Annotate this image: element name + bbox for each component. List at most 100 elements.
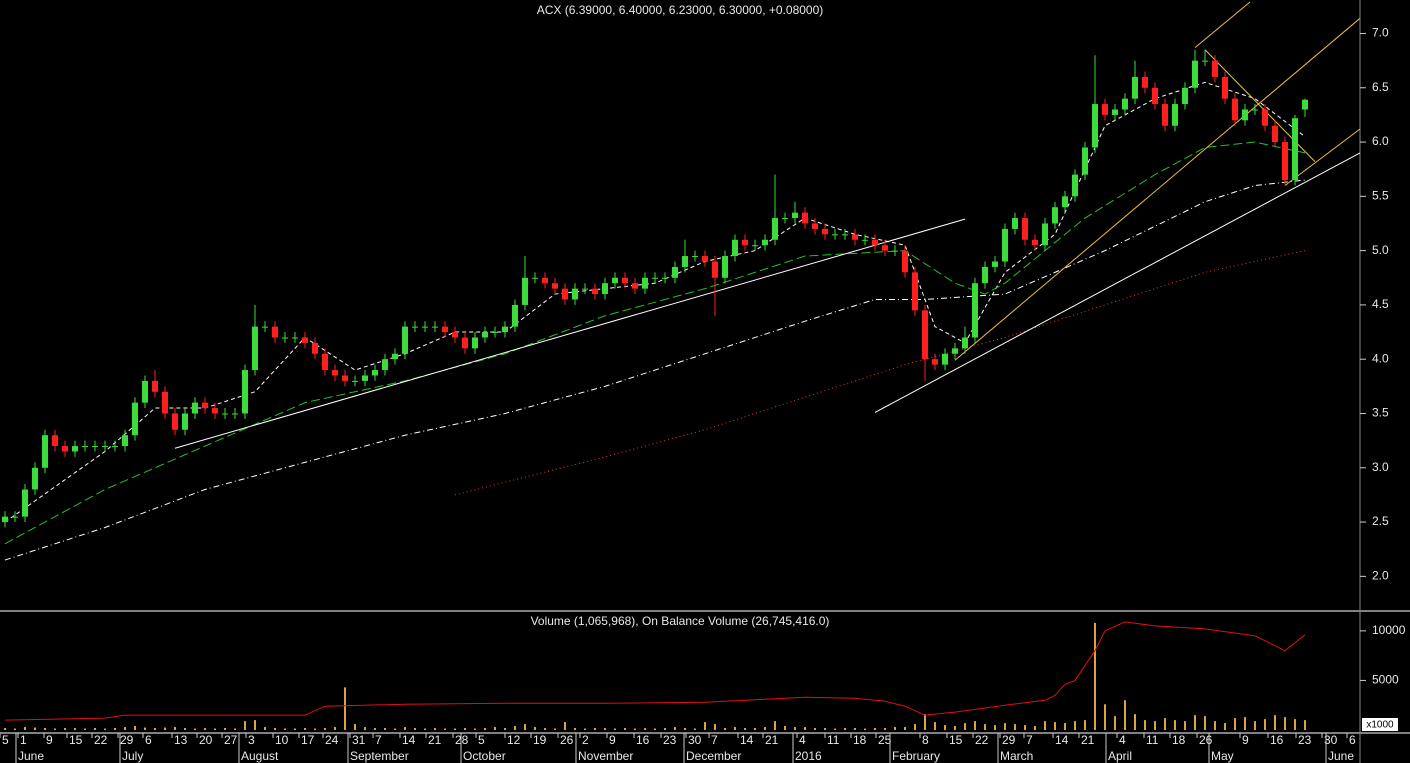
candle-body xyxy=(1182,87,1188,105)
candle-body xyxy=(542,277,548,284)
month-label: November xyxy=(578,749,633,763)
volume-bar xyxy=(1104,704,1106,731)
overlay-line xyxy=(4,179,1306,561)
volume-bar xyxy=(604,728,606,731)
volume-bar xyxy=(974,721,976,731)
candle-body xyxy=(1062,196,1068,208)
x-tick-label: 23 xyxy=(663,733,677,747)
volume-bar xyxy=(1024,725,1026,731)
volume-bar xyxy=(54,728,56,731)
x-tick-label: 21 xyxy=(428,733,442,747)
candle-body xyxy=(912,272,918,311)
y-tick-label: 3.5 xyxy=(1372,406,1389,420)
volume-bar xyxy=(424,728,426,731)
x-tick-label: 26 xyxy=(1199,733,1213,747)
candle-body xyxy=(882,245,888,251)
candle-body xyxy=(1042,223,1048,246)
candle-body xyxy=(612,277,618,284)
candle-body xyxy=(452,332,458,338)
candle-body xyxy=(962,337,968,349)
volume-bar xyxy=(124,727,126,731)
volume-bar xyxy=(1004,723,1006,731)
y-tick-label: 5.5 xyxy=(1372,189,1389,203)
candle-body xyxy=(1112,109,1118,115)
x-tick-label: 6 xyxy=(1349,733,1356,747)
volume-bar xyxy=(24,727,26,731)
candle-body xyxy=(552,283,558,289)
candle-body xyxy=(1272,125,1278,143)
candle-body xyxy=(1082,147,1088,175)
volume-bar xyxy=(804,727,806,731)
volume-bar xyxy=(1124,700,1126,731)
volume-bar xyxy=(294,728,296,731)
volume-bar xyxy=(574,728,576,731)
candle-body xyxy=(822,228,828,235)
candle-body xyxy=(1132,76,1138,99)
candle-body xyxy=(1152,87,1158,105)
candle-body xyxy=(852,234,858,240)
x-tick-label: 21 xyxy=(765,733,779,747)
candle-body xyxy=(402,326,408,354)
volume-bar xyxy=(4,728,6,731)
x-tick-label: 10 xyxy=(275,733,289,747)
candle-body xyxy=(842,234,848,236)
candle-body xyxy=(122,435,128,447)
candle-body xyxy=(762,239,768,246)
candle-body xyxy=(432,326,438,328)
candle-body xyxy=(1222,76,1228,99)
candle-body xyxy=(272,326,278,338)
volume-bar xyxy=(1264,719,1266,731)
x-tick-label: 14 xyxy=(1055,733,1069,747)
volume-bar xyxy=(1244,717,1246,731)
volume-bar xyxy=(1164,718,1166,731)
candle-body xyxy=(182,413,188,430)
volume-bar xyxy=(934,722,936,731)
y-tick-label: 4.0 xyxy=(1372,351,1389,365)
x-tick-label: 19 xyxy=(533,733,547,747)
overlay-line xyxy=(454,250,1306,496)
x-tick-label: 8 xyxy=(922,733,929,747)
candle-body xyxy=(382,359,388,371)
volume-bar xyxy=(354,724,356,731)
volume-bar xyxy=(684,728,686,731)
volume-bar xyxy=(404,727,406,731)
candle-body xyxy=(232,413,238,415)
x-tick-label: 9 xyxy=(46,733,53,747)
volume-bar xyxy=(984,724,986,731)
volume-bar xyxy=(1114,716,1116,731)
volume-bar xyxy=(954,726,956,731)
trend-line xyxy=(1194,1,1251,48)
volume-bar xyxy=(914,724,916,731)
volume-bar xyxy=(624,728,626,731)
x-tick-label: 16 xyxy=(636,733,650,747)
x-tick-label: 7 xyxy=(375,733,382,747)
month-label: March xyxy=(1000,749,1033,763)
volume-bar xyxy=(524,724,526,731)
volume-bar xyxy=(384,728,386,731)
volume-bar xyxy=(544,728,546,731)
volume-bar xyxy=(1224,723,1226,731)
candle-body xyxy=(1202,60,1208,62)
volume-bar xyxy=(334,727,336,731)
volume-bar xyxy=(214,728,216,731)
volume-bar xyxy=(614,728,616,731)
candle-body xyxy=(812,223,818,229)
volume-bar xyxy=(1074,721,1076,731)
volume-bar xyxy=(324,728,326,731)
candle-body xyxy=(1092,104,1098,148)
volume-bar xyxy=(1214,721,1216,731)
candle-body xyxy=(62,446,68,452)
month-label: July xyxy=(122,749,143,763)
x-tick-label: 22 xyxy=(94,733,108,747)
volume-bar xyxy=(464,728,466,731)
candle-body xyxy=(772,218,778,240)
y-tick-label: 5.0 xyxy=(1372,243,1389,257)
candle-body xyxy=(1252,109,1258,111)
candle-body xyxy=(212,408,218,414)
candle-body xyxy=(992,261,998,267)
volume-bar xyxy=(34,727,36,731)
candle-body xyxy=(1282,142,1288,181)
x-tick-label: 11 xyxy=(827,733,840,747)
volume-bar xyxy=(454,728,456,731)
